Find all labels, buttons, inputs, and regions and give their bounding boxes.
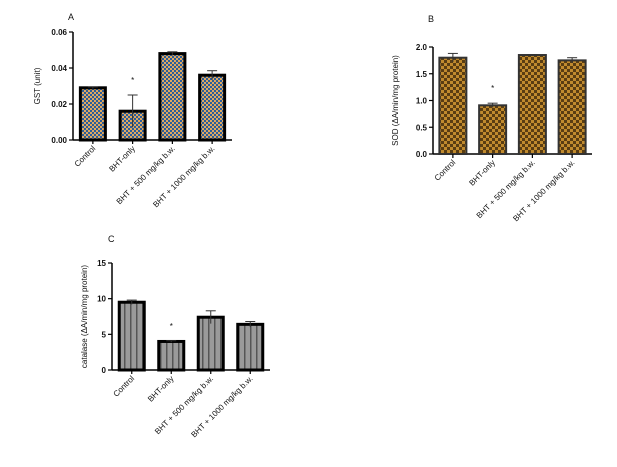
chart-b-y-tick-label: 0.0	[416, 150, 428, 159]
chart-a-y-tick-label: 0.04	[51, 64, 67, 73]
chart-b-bar	[438, 56, 468, 156]
chart-b-y-tick-label: 2.0	[416, 43, 428, 52]
chart-b-x-tick-label: Control	[433, 158, 458, 183]
chart-b-significance-mark: *	[491, 84, 494, 93]
chart-a-bar	[198, 73, 227, 142]
chart-a-panel-label: A	[68, 12, 74, 22]
chart-b-y-label: SOD (ΔA/min/mg protein)	[391, 55, 400, 146]
chart-c-y-tick-label: 0	[102, 366, 107, 375]
chart-c-y-tick-label: 15	[97, 259, 106, 268]
chart-c-bar	[157, 339, 186, 372]
chart-a-bar	[158, 52, 187, 142]
chart-c-y-tick-label: 10	[97, 295, 106, 304]
chart-a-x-tick-label: BHT-only	[107, 144, 137, 174]
chart-b-bar	[517, 54, 547, 155]
chart-b-y-tick-label: 1.0	[416, 97, 428, 106]
chart-c-y-tick-label: 5	[102, 330, 107, 339]
chart-c-bar	[196, 315, 225, 372]
chart-b-x-tick-label: BHT-only	[467, 158, 497, 188]
chart-a-y-tick-label: 0.06	[51, 28, 67, 37]
chart-a-bar	[78, 86, 107, 142]
chart-a-y-tick-label: 0.02	[51, 100, 67, 109]
chart-c-bar	[236, 322, 265, 372]
chart-b-y-tick-label: 0.5	[416, 123, 428, 132]
chart-b-y-tick-label: 1.5	[416, 70, 428, 79]
chart-a-y-label: GST (unit)	[33, 67, 42, 104]
chart-b-bar	[557, 59, 587, 155]
chart-c-panel-label: C	[108, 234, 115, 244]
chart-b-bar	[478, 104, 508, 156]
chart-c-x-tick-label: BHT-only	[146, 374, 176, 404]
chart-a-y-tick-label: 0.00	[51, 136, 67, 145]
chart-a-x-tick-label: Control	[73, 144, 98, 169]
chart-c-bar	[117, 300, 146, 372]
chart-c-y-label: catalase (ΔA/min/mg protein)	[80, 265, 89, 368]
chart-c-significance-mark: *	[170, 322, 173, 331]
chart-c-x-tick-label: Control	[112, 374, 137, 399]
chart-a-significance-mark: *	[131, 76, 134, 85]
chart-b-panel-label: B	[428, 14, 434, 24]
